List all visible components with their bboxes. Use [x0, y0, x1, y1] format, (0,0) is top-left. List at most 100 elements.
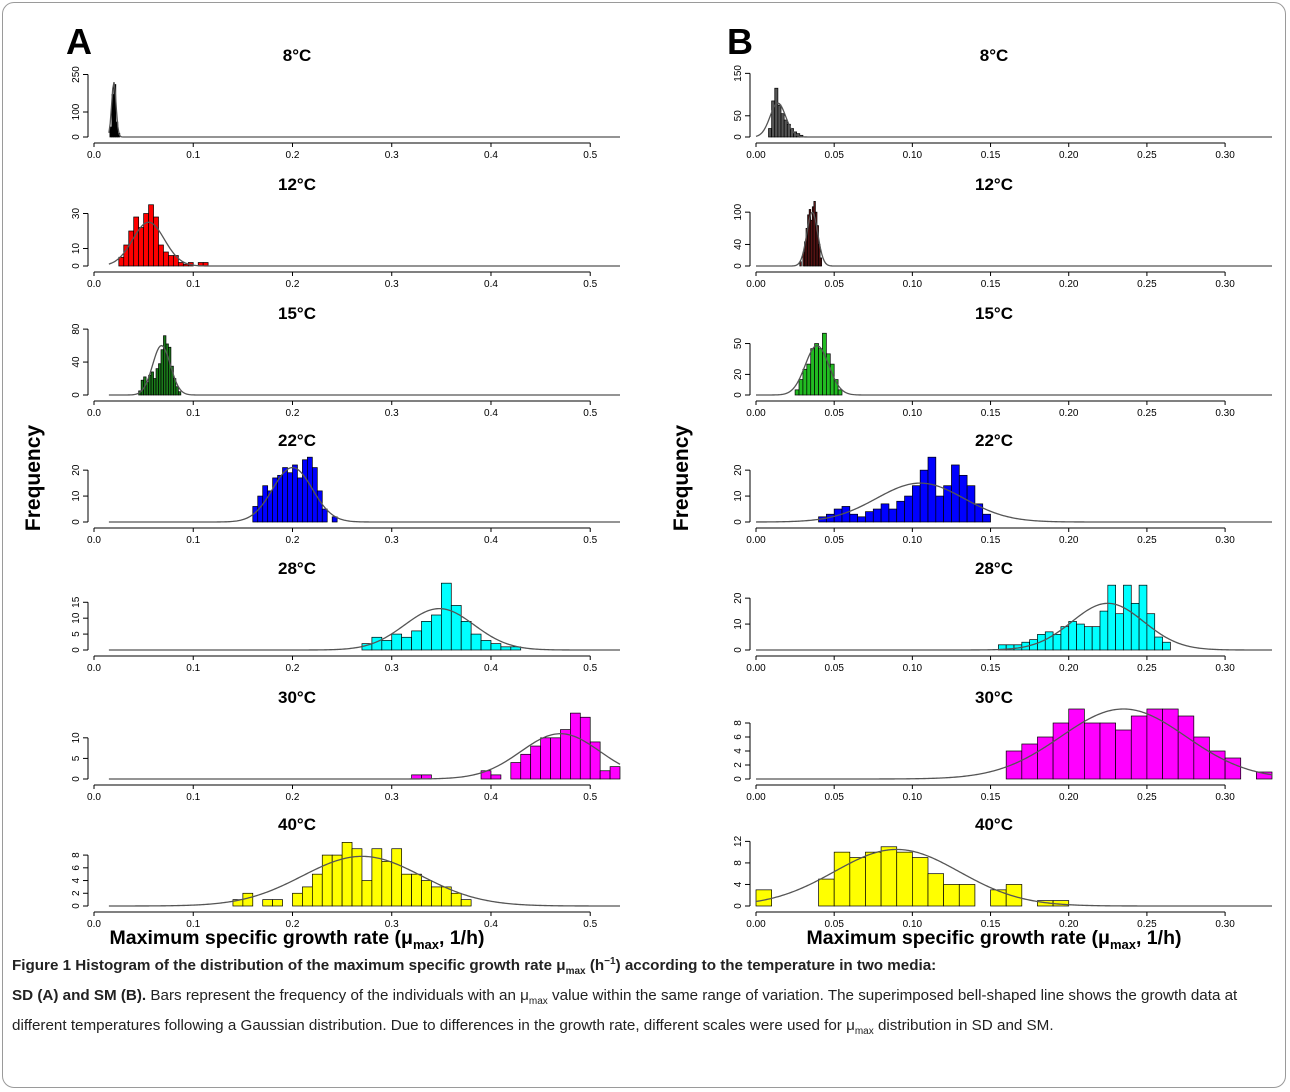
- histogram-bar: [441, 582, 452, 651]
- histogram-bar: [540, 737, 551, 780]
- histogram-bar: [1130, 602, 1140, 651]
- gaussian-curve: [755, 482, 1272, 523]
- figure-caption: Figure 1 Histogram of the distribution o…: [12, 950, 1274, 1044]
- x-tick-label: 0.2: [286, 919, 300, 930]
- y-tick-label: 0: [71, 263, 82, 269]
- x-axis-label-main: Maximum specific growth rate (μ: [807, 927, 1110, 949]
- x-tick-label: 0.00: [746, 279, 766, 290]
- y-tick-label: 150: [733, 65, 744, 82]
- histogram-bar: [143, 213, 149, 267]
- x-tick-label: 0.3: [385, 150, 399, 161]
- x-tick-label: 0.00: [746, 919, 766, 930]
- histogram-bar: [810, 348, 815, 396]
- x-tick-label: 0.05: [824, 279, 844, 290]
- histogram-bar: [1099, 610, 1109, 651]
- histogram-bar: [1162, 641, 1171, 651]
- gaussian-curve: [755, 848, 1272, 907]
- caption-lead-text-2: (h: [585, 957, 605, 975]
- y-tick-label: 30: [71, 208, 82, 220]
- x-tick-label: 0.20: [1059, 919, 1079, 930]
- histogram-bar: [277, 474, 283, 523]
- gaussian-curve: [108, 344, 620, 396]
- x-tick-label: 0.10: [903, 279, 923, 290]
- histogram-bar: [1068, 621, 1077, 651]
- histogram-title: 12°C: [975, 175, 1013, 194]
- histogram-bar: [1177, 715, 1195, 780]
- histogram-a-28c: 28°C 0 5 10 15 0.0 0.1 0.2 0.3 0.4 0.5: [71, 559, 620, 674]
- x-tick-label: 0.0: [87, 919, 101, 930]
- histogram-title: 40°C: [975, 815, 1013, 834]
- x-tick-label: 0.00: [746, 150, 766, 161]
- histogram-a-22c: 22°C 0 10 20 0.0 0.1 0.2 0.3 0.4 0.5: [71, 431, 620, 546]
- caption-body-3: distribution in SD and SM.: [873, 1017, 1054, 1035]
- x-tick-label: 0.3: [385, 792, 399, 803]
- histogram-bar: [912, 485, 921, 523]
- histogram-a-12c: 12°C 0 10 30 0.0 0.1 0.2 0.3 0.4 0.5: [71, 175, 620, 290]
- y-tick-label: 0: [733, 776, 744, 782]
- histogram-bar: [974, 503, 984, 523]
- x-tick-label: 0.4: [484, 663, 498, 674]
- histogram-bar: [1005, 884, 1023, 907]
- y-tick-label: 5: [71, 631, 82, 637]
- y-tick-label: 6: [71, 865, 82, 871]
- x-tick-label: 0.5: [583, 408, 597, 419]
- histogram-bar: [550, 737, 561, 780]
- y-tick-label: 8: [71, 852, 82, 858]
- x-tick-label: 0.2: [286, 279, 300, 290]
- histogram-bar: [401, 873, 412, 907]
- caption-lead-text-3: ) according to the temperature in two me…: [615, 957, 937, 975]
- histogram-bar: [982, 513, 991, 523]
- histogram-bar: [865, 851, 882, 907]
- histogram-bar: [421, 880, 432, 907]
- x-tick-label: 0.25: [1137, 919, 1157, 930]
- y-tick-label: 50: [733, 110, 744, 122]
- histogram-bar: [1091, 626, 1101, 651]
- histogram-bar: [133, 216, 140, 267]
- histogram-bar: [1130, 715, 1148, 780]
- histogram-bar: [560, 729, 571, 780]
- histogram-bar: [460, 621, 472, 651]
- y-tick-label: 12: [733, 835, 744, 847]
- x-tick-label: 0.10: [903, 535, 923, 546]
- x-tick-label: 0.25: [1137, 150, 1157, 161]
- histogram-bar: [391, 633, 403, 651]
- histogram-bar: [865, 511, 874, 523]
- x-tick-label: 0.10: [903, 408, 923, 419]
- histogram-bar: [178, 391, 182, 396]
- x-tick-label: 0.05: [824, 535, 844, 546]
- x-tick-label: 0.05: [824, 663, 844, 674]
- y-tick-label: 0: [733, 519, 744, 525]
- histogram-bar: [500, 646, 512, 651]
- x-tick-label: 0.25: [1137, 279, 1157, 290]
- x-tick-label: 0.15: [981, 150, 1001, 161]
- x-axis-label: Maximum specific growth rate (μmax, 1/h): [807, 927, 1182, 950]
- y-tick-label: 20: [733, 368, 744, 380]
- x-tick-label: 0.4: [484, 535, 498, 546]
- x-tick-label: 0.30: [1215, 535, 1235, 546]
- y-tick-label: 100: [733, 203, 744, 220]
- y-tick-label: 0: [733, 134, 744, 140]
- x-tick-label: 0.1: [186, 279, 200, 290]
- x-tick-label: 0.2: [286, 408, 300, 419]
- x-tick-label: 0.4: [484, 150, 498, 161]
- histogram-bar: [150, 371, 154, 396]
- histogram-bar: [783, 119, 788, 138]
- histogram-b-22c: 22°C 0 10 20 0.00 0.05 0.10 0.15 0.20 0.25 0.30: [733, 431, 1272, 546]
- x-tick-label: 0.15: [981, 408, 1001, 419]
- histogram-bar: [480, 640, 492, 651]
- y-tick-label: 2: [71, 890, 82, 896]
- histogram-bar: [1052, 722, 1070, 780]
- x-tick-label: 0.30: [1215, 150, 1235, 161]
- x-tick-label: 0.30: [1215, 279, 1235, 290]
- x-tick-label: 0.4: [484, 279, 498, 290]
- x-tick-label: 0.5: [583, 663, 597, 674]
- panel-a: A Frequency Maximum specific growth rate (…: [22, 21, 621, 950]
- histogram-bar: [391, 848, 403, 907]
- histogram-a-15c: 15°C 0 40 80 0.0 0.1 0.2 0.3 0.4 0.5: [71, 304, 620, 419]
- gaussian-curve: [108, 82, 620, 138]
- x-tick-label: 0.3: [385, 663, 399, 674]
- histogram-bar: [958, 884, 976, 907]
- histogram-bar: [153, 216, 159, 267]
- caption-body-sub2: max: [854, 1026, 874, 1038]
